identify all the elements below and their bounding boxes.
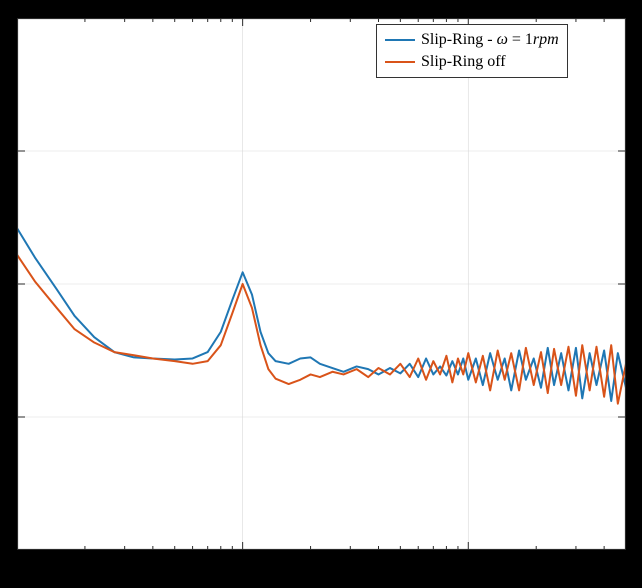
- legend-swatch-1: [385, 39, 415, 41]
- legend-swatch-2: [385, 61, 415, 63]
- legend-label-2: Slip-Ring off: [421, 53, 506, 71]
- legend: Slip-Ring - ω = 1rpm Slip-Ring off: [376, 24, 568, 78]
- legend-item-2: Slip-Ring off: [385, 51, 559, 73]
- legend-item-1: Slip-Ring - ω = 1rpm: [385, 29, 559, 51]
- plot-area: [17, 18, 626, 550]
- series-line: [17, 228, 626, 401]
- series-line: [17, 255, 626, 404]
- legend-label-1: Slip-Ring - ω = 1rpm: [421, 31, 559, 49]
- plot-svg: [17, 18, 626, 550]
